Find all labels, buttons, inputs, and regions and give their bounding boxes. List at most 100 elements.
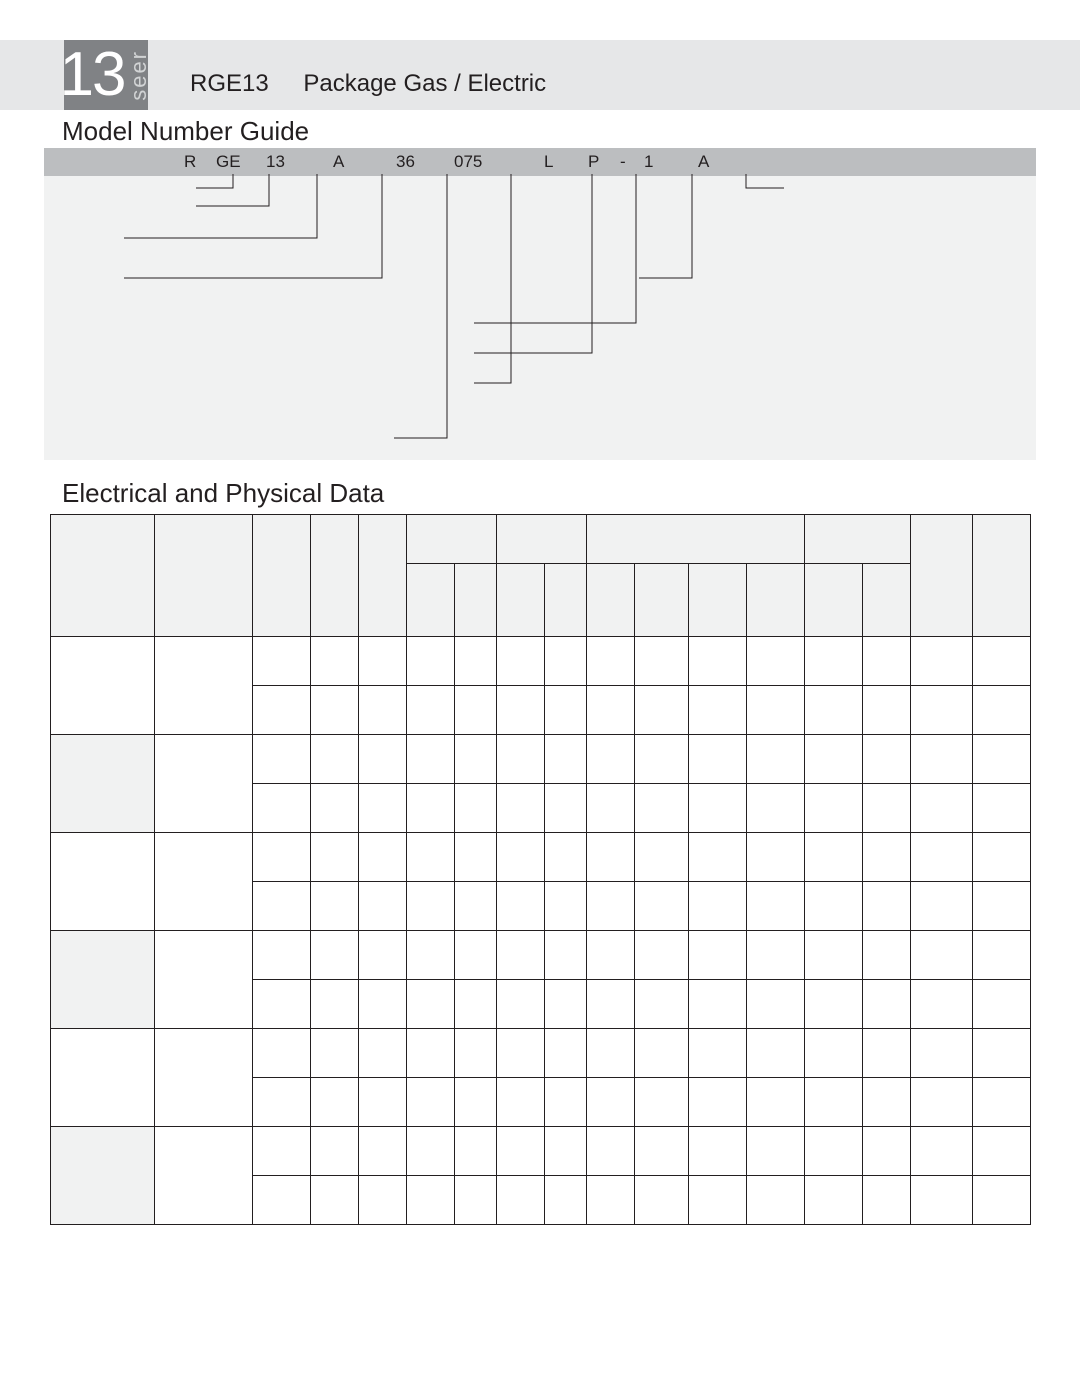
table-cell <box>407 735 455 784</box>
table-cell <box>973 931 1031 980</box>
table-cell <box>747 637 805 686</box>
table-header-cell <box>497 564 545 637</box>
table-cell <box>805 882 863 931</box>
table-cell <box>155 1029 253 1127</box>
model-segment: GE <box>216 152 241 172</box>
table-cell <box>973 1176 1031 1225</box>
table-cell <box>863 1078 911 1127</box>
table-cell <box>407 784 455 833</box>
table-cell <box>407 1176 455 1225</box>
table-cell <box>747 833 805 882</box>
table-cell <box>587 980 635 1029</box>
table-cell <box>407 1029 455 1078</box>
table-cell <box>155 637 253 735</box>
table-cell <box>973 882 1031 931</box>
table-cell <box>311 735 359 784</box>
table-cell <box>545 735 587 784</box>
table-cell <box>253 637 311 686</box>
table-cell <box>973 980 1031 1029</box>
table-row-label <box>51 931 155 1029</box>
table-cell <box>311 686 359 735</box>
table-cell <box>689 882 747 931</box>
table-cell <box>863 1176 911 1225</box>
table-cell <box>689 686 747 735</box>
section-title-data: Electrical and Physical Data <box>62 478 384 509</box>
table-cell <box>863 1029 911 1078</box>
table-cell <box>587 1078 635 1127</box>
seer-number: 13 <box>60 44 125 106</box>
table-cell <box>689 833 747 882</box>
table-cell <box>635 1029 689 1078</box>
model-segment: A <box>698 152 709 172</box>
table-cell <box>359 1029 407 1078</box>
table-cell <box>155 931 253 1029</box>
table-cell <box>747 1127 805 1176</box>
table-cell <box>407 931 455 980</box>
table-cell <box>253 1176 311 1225</box>
table-cell <box>497 980 545 1029</box>
table-cell <box>497 931 545 980</box>
table-cell <box>455 1029 497 1078</box>
model-segment: 075 <box>454 152 482 172</box>
table-cell <box>747 686 805 735</box>
table-cell <box>689 1029 747 1078</box>
table-cell <box>311 931 359 980</box>
table-cell <box>689 784 747 833</box>
table-cell <box>973 735 1031 784</box>
table-cell <box>863 833 911 882</box>
table-header-cell <box>973 515 1031 637</box>
table-cell <box>635 735 689 784</box>
table-cell <box>497 1127 545 1176</box>
table-cell <box>253 1127 311 1176</box>
table-cell <box>545 882 587 931</box>
table-cell <box>689 1078 747 1127</box>
table-cell <box>455 1127 497 1176</box>
table-cell <box>587 931 635 980</box>
table-cell <box>911 980 973 1029</box>
table-cell <box>747 980 805 1029</box>
table-cell <box>359 637 407 686</box>
table-cell <box>911 1029 973 1078</box>
table-header-cell <box>407 564 455 637</box>
table-cell <box>805 980 863 1029</box>
table-cell <box>311 784 359 833</box>
table-cell <box>359 1127 407 1176</box>
table-cell <box>497 735 545 784</box>
table-cell <box>805 735 863 784</box>
table-cell <box>455 1176 497 1225</box>
table-cell <box>635 637 689 686</box>
table-cell <box>689 1127 747 1176</box>
table-header-cell <box>635 564 689 637</box>
table-cell <box>689 637 747 686</box>
table-cell <box>497 1029 545 1078</box>
table-row-label <box>51 735 155 833</box>
table-cell <box>747 735 805 784</box>
table-cell <box>863 1127 911 1176</box>
table-cell <box>635 882 689 931</box>
table-cell <box>863 686 911 735</box>
table-cell <box>311 1127 359 1176</box>
table-cell <box>455 980 497 1029</box>
table-cell <box>359 686 407 735</box>
table-cell <box>973 686 1031 735</box>
table-cell <box>911 1127 973 1176</box>
table-cell <box>155 1127 253 1225</box>
table-cell <box>587 1029 635 1078</box>
table-cell <box>863 637 911 686</box>
table-cell <box>545 1029 587 1078</box>
page-title: RGE13 Package Gas / Electric <box>190 70 546 98</box>
table-cell <box>497 1176 545 1225</box>
model-guide-panel <box>44 148 1036 460</box>
table-cell <box>805 931 863 980</box>
table-cell <box>863 882 911 931</box>
table-cell <box>455 931 497 980</box>
table-cell <box>973 1029 1031 1078</box>
table-cell <box>635 833 689 882</box>
table-cell <box>455 833 497 882</box>
model-segment: A <box>333 152 344 172</box>
table-header-cell <box>359 515 407 637</box>
table-cell <box>155 833 253 931</box>
model-segment: 36 <box>396 152 415 172</box>
table-header-cell <box>863 564 911 637</box>
table-cell <box>635 686 689 735</box>
